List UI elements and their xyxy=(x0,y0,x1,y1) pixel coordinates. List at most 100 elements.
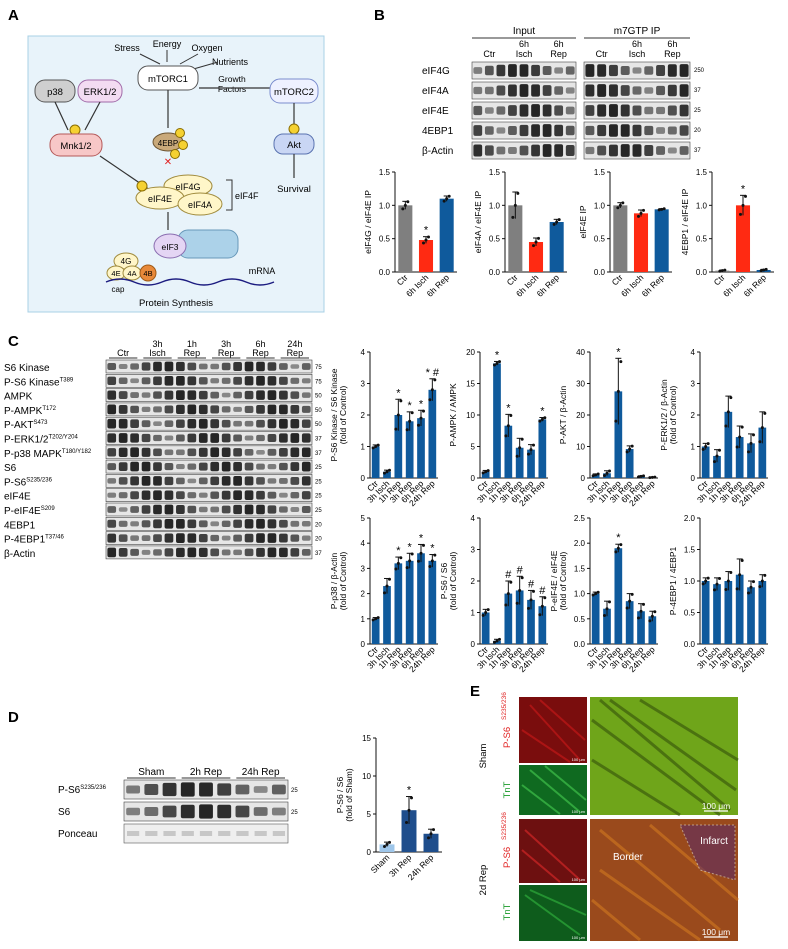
b-input-blot-band xyxy=(508,125,517,136)
c-blot-band xyxy=(256,533,265,543)
b-ip-blot-band xyxy=(585,84,595,97)
b-ip-blot-band xyxy=(608,64,618,77)
c-blot-band xyxy=(164,518,174,529)
b-ip-blot-band xyxy=(632,105,642,116)
c-blot-band xyxy=(187,505,197,514)
y-tick-label: 0 xyxy=(471,474,476,483)
e-sham-ps6-fibers xyxy=(521,699,586,763)
b-input-blot-band xyxy=(531,104,540,117)
c-marker: 37 xyxy=(315,451,322,457)
data-point xyxy=(704,445,708,448)
y-tick-label: 2.0 xyxy=(684,514,696,523)
data-point xyxy=(385,470,389,474)
data-point xyxy=(724,424,728,428)
bar xyxy=(527,599,535,644)
data-point xyxy=(388,577,391,581)
data-point xyxy=(504,603,508,607)
c-blot-band xyxy=(210,534,220,542)
c-blot-band xyxy=(256,547,265,557)
c-blot-band xyxy=(244,449,254,456)
c-blot-band xyxy=(153,534,162,542)
b-lane-label: Ctr xyxy=(596,49,608,59)
b-ip-blot-band xyxy=(679,64,689,77)
c-blot-band xyxy=(187,448,197,457)
data-point xyxy=(616,389,620,393)
e-infarct-region xyxy=(679,824,736,881)
c-blot-band xyxy=(130,461,139,472)
b4-label: 4B xyxy=(143,269,152,278)
c-blot-band xyxy=(244,405,254,413)
c-blot-band xyxy=(267,404,277,415)
c-blot-band xyxy=(256,375,265,386)
data-point xyxy=(724,588,728,592)
c-blot-band xyxy=(118,391,128,400)
data-point xyxy=(701,582,705,586)
y-axis-label: P-eIF4E / eIF4E xyxy=(549,550,559,611)
data-point xyxy=(740,559,744,563)
y-tick-label: 0.0 xyxy=(594,268,606,277)
c-marker: 20 xyxy=(315,522,322,528)
c-blot-band xyxy=(290,548,300,557)
bar xyxy=(591,593,600,644)
b-input-blot-band xyxy=(484,86,494,95)
c-blot-band xyxy=(164,463,174,471)
data-point xyxy=(653,475,657,479)
c-marker: 75 xyxy=(315,365,322,371)
release-mark: ✕ xyxy=(164,157,172,168)
c-blot-band xyxy=(130,405,139,414)
data-point xyxy=(405,566,409,570)
c-blot-band xyxy=(153,476,162,486)
data-point xyxy=(419,551,423,555)
c-blot-band xyxy=(279,376,288,385)
c-blot-band xyxy=(130,392,139,399)
b-input-blot-band xyxy=(519,145,529,156)
data-point xyxy=(594,473,598,477)
c-blot-band xyxy=(153,519,162,529)
c-blot-band xyxy=(107,533,117,543)
c-blot-band xyxy=(176,361,185,372)
b-input-blot-band xyxy=(565,106,575,115)
e-stain2-label-rep: TnT xyxy=(502,903,513,920)
significance-mark: * xyxy=(540,406,545,418)
y-axis-label: 4EBP1 / eIF4E IP xyxy=(680,188,690,255)
significance-mark: # xyxy=(505,569,512,581)
b-ip-blot-band xyxy=(667,84,677,97)
c-blot-label: P-ERK1/2T202/Y204 xyxy=(4,435,78,446)
y-tick-label: 0.5 xyxy=(574,615,586,624)
data-point xyxy=(371,618,375,622)
b-input-blot-band xyxy=(496,85,506,96)
c-blot-band xyxy=(107,390,117,400)
c-blot-label: AMPK xyxy=(4,392,33,403)
b-input-blot-band xyxy=(565,87,575,94)
data-point xyxy=(726,410,730,414)
c-blot-band xyxy=(290,534,300,542)
c-blot-band xyxy=(153,549,162,556)
c-blot-band xyxy=(176,547,185,558)
c-blot-band xyxy=(290,491,300,499)
c-blot-band xyxy=(233,448,242,457)
growth-factors-label-2: Factors xyxy=(218,84,246,94)
y-tick-label: 0 xyxy=(471,640,476,649)
d-group-label: Sham xyxy=(138,767,164,778)
svg-text:P-S6: P-S6 xyxy=(502,727,513,748)
data-point xyxy=(410,552,414,556)
c-blot-band xyxy=(267,463,277,470)
c-blot-band xyxy=(118,534,128,542)
b-input-blot-band xyxy=(508,105,517,116)
data-point xyxy=(518,588,522,592)
c-blot-band xyxy=(198,363,208,370)
bar xyxy=(504,425,513,478)
c-blot-band xyxy=(244,420,254,427)
significance-mark: * xyxy=(408,400,413,412)
c-marker: 37 xyxy=(315,551,322,557)
y-tick-label: 1.0 xyxy=(594,201,606,210)
data-point xyxy=(713,460,716,464)
c-blot-band xyxy=(301,433,311,443)
b-ip-blot-band xyxy=(585,64,595,77)
protein-synthesis-label: Protein Synthesis xyxy=(139,298,213,309)
b-ip-blot-band xyxy=(597,145,607,156)
c-marker: 50 xyxy=(315,408,322,414)
e-scale-bar-label: 100 μm xyxy=(702,801,731,811)
